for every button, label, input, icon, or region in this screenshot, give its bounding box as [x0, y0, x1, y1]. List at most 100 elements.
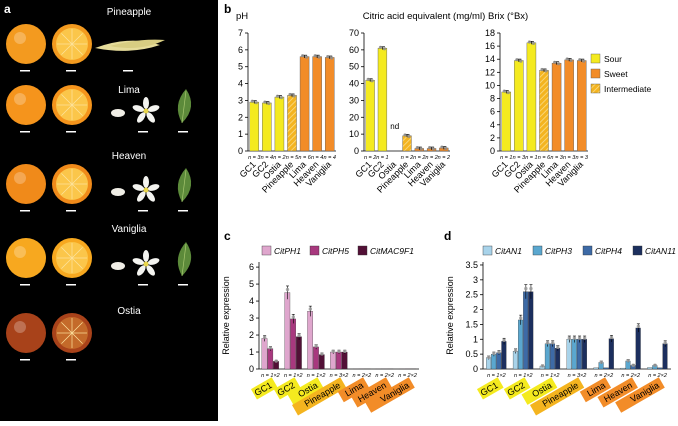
y-tick-label: 2	[473, 305, 478, 315]
bar-citan11-heaven	[636, 328, 641, 369]
whole-fruit-heaven	[6, 164, 46, 204]
legend-label-citmac9f1: CitMAC9F1	[370, 246, 414, 256]
y-tick-label: 0	[238, 146, 243, 156]
y-tick-label: 1.5	[465, 319, 478, 329]
bar-citph4-pineapple	[577, 339, 582, 369]
scale-bar	[20, 284, 30, 286]
y-tick-label: 0	[490, 146, 495, 156]
bar-lima	[300, 57, 309, 151]
y-tick-label: 10	[349, 129, 359, 139]
data-point	[251, 100, 254, 103]
data-point	[314, 344, 317, 347]
bar-heaven	[313, 57, 322, 151]
legend-label-citan11: CitAN11	[645, 246, 676, 256]
flower-bud	[111, 262, 125, 270]
data-point	[546, 341, 549, 344]
y-tick-label: 14	[485, 54, 495, 64]
y-tick-label: 10	[485, 80, 495, 90]
data-point	[570, 59, 573, 62]
bar-citph4-vaniglia	[658, 368, 663, 369]
bar-citan1-lima	[594, 368, 599, 369]
data-point	[367, 78, 370, 81]
flower-petal	[143, 97, 149, 109]
bar-vaniglia	[577, 61, 586, 151]
data-point	[524, 287, 527, 290]
x-tick-gc1: GC1	[251, 377, 278, 399]
bar-citan1-heaven	[621, 368, 626, 369]
data-point	[582, 59, 585, 62]
whole-fruit-lima	[6, 85, 46, 125]
data-point	[573, 336, 576, 339]
data-point	[403, 133, 406, 136]
data-point	[255, 101, 258, 104]
legend-label-citan1: CitAN1	[495, 246, 522, 256]
data-point	[502, 339, 505, 342]
data-point	[269, 346, 272, 349]
chart-title: Citric acid equivalent (mg/ml)	[363, 11, 485, 22]
legend-swatch-citan11	[633, 246, 642, 255]
data-point	[553, 61, 556, 64]
panel-letter-c: c	[224, 229, 231, 243]
data-point	[556, 346, 559, 349]
legend-label-sour: Sour	[604, 54, 622, 64]
data-point	[519, 59, 522, 62]
y-tick-label: 12	[485, 67, 495, 77]
variety-label-heaven: Heaven	[112, 151, 146, 162]
data-point	[440, 146, 443, 149]
bar-gc1	[250, 102, 259, 151]
data-point	[267, 102, 270, 105]
legend-label-citph4: CitPH4	[595, 246, 622, 256]
bar-gc2	[514, 61, 523, 151]
data-point	[416, 146, 419, 149]
annotation-nd: nd	[390, 122, 399, 131]
data-point	[326, 55, 329, 58]
y-tick-label: 50	[349, 62, 359, 72]
data-point	[578, 336, 581, 339]
bar-citph1-pineapple	[330, 352, 335, 369]
y-tick-label: 16	[485, 41, 495, 51]
scale-bar	[66, 70, 76, 72]
scale-bar	[138, 131, 148, 133]
y-tick-label: 2	[490, 133, 495, 143]
bar-citmac9f1-gc2	[296, 337, 301, 369]
fruit-highlight	[14, 246, 26, 258]
data-point	[529, 287, 532, 290]
bar-citan11-pineapple	[582, 339, 587, 369]
data-point	[566, 57, 569, 60]
y-tick-label: 1	[473, 334, 478, 344]
bar-ostia	[527, 43, 536, 151]
y-axis-title: Relative expression	[221, 276, 231, 355]
scale-bar	[123, 70, 133, 72]
bar-citan11-gc1	[502, 341, 507, 369]
data-point	[664, 341, 667, 344]
data-point	[309, 307, 312, 310]
bar-pineapple	[403, 136, 412, 151]
flower-bud	[111, 109, 125, 117]
bar-citmac9f1-pineapple	[342, 352, 347, 369]
y-tick-label: 3.5	[465, 260, 478, 270]
y-tick-label: 0.5	[465, 349, 478, 359]
panel-letter-a: a	[4, 2, 11, 16]
legend-label-citph1: CitPH1	[274, 246, 301, 256]
bar-citph1-gc2	[285, 293, 290, 369]
data-point	[568, 336, 571, 339]
data-point	[305, 56, 308, 59]
y-tick-label: 0	[473, 364, 478, 374]
chart-title: pH	[236, 11, 248, 22]
bar-citph3-ostia	[545, 344, 550, 369]
scale-bar	[138, 210, 148, 212]
y-tick-label: 2	[238, 112, 243, 122]
data-point	[578, 58, 581, 61]
bar-vaniglia	[325, 57, 334, 151]
y-tick-label: 0	[249, 364, 254, 374]
panel-letter-d: d	[444, 229, 451, 243]
whole-fruit-ostia	[6, 313, 46, 353]
data-point	[541, 364, 544, 367]
data-point	[503, 90, 506, 93]
bar-citph3-gc2	[518, 320, 523, 369]
data-point	[528, 40, 531, 43]
legend-swatch-sour	[591, 54, 600, 63]
panel-letter-b: b	[224, 2, 231, 16]
